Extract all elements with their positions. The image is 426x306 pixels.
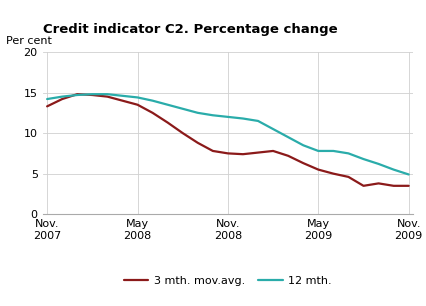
12 mth. <box>346 151 351 155</box>
Legend: 3 mth. mov.avg., 12 mth.: 3 mth. mov.avg., 12 mth. <box>119 272 337 290</box>
3 mth. mov.avg. <box>240 152 245 156</box>
12 mth. <box>165 103 170 106</box>
3 mth. mov.avg. <box>150 111 155 115</box>
Line: 3 mth. mov.avg.: 3 mth. mov.avg. <box>47 94 409 186</box>
3 mth. mov.avg. <box>210 149 216 153</box>
12 mth. <box>316 149 321 153</box>
12 mth. <box>105 92 110 96</box>
12 mth. <box>60 95 65 99</box>
12 mth. <box>75 93 80 97</box>
3 mth. mov.avg. <box>195 141 200 145</box>
12 mth. <box>376 162 381 166</box>
3 mth. mov.avg. <box>90 93 95 97</box>
12 mth. <box>225 115 230 119</box>
12 mth. <box>180 107 185 111</box>
3 mth. mov.avg. <box>301 161 306 165</box>
Text: Credit indicator C2. Percentage change: Credit indicator C2. Percentage change <box>43 23 337 35</box>
12 mth. <box>120 94 125 98</box>
3 mth. mov.avg. <box>391 184 396 188</box>
12 mth. <box>195 111 200 115</box>
3 mth. mov.avg. <box>105 95 110 99</box>
12 mth. <box>135 95 140 99</box>
12 mth. <box>150 99 155 103</box>
3 mth. mov.avg. <box>285 154 291 158</box>
3 mth. mov.avg. <box>120 99 125 103</box>
3 mth. mov.avg. <box>180 131 185 135</box>
Text: Per cent: Per cent <box>6 35 52 46</box>
3 mth. mov.avg. <box>256 151 261 155</box>
12 mth. <box>90 92 95 96</box>
12 mth. <box>210 114 216 117</box>
3 mth. mov.avg. <box>45 105 50 108</box>
Line: 12 mth.: 12 mth. <box>47 94 409 174</box>
12 mth. <box>271 127 276 131</box>
12 mth. <box>391 168 396 171</box>
3 mth. mov.avg. <box>331 172 336 176</box>
3 mth. mov.avg. <box>135 103 140 106</box>
12 mth. <box>45 97 50 101</box>
3 mth. mov.avg. <box>406 184 411 188</box>
3 mth. mov.avg. <box>60 97 65 101</box>
3 mth. mov.avg. <box>75 92 80 96</box>
12 mth. <box>256 119 261 123</box>
12 mth. <box>240 117 245 120</box>
3 mth. mov.avg. <box>346 175 351 179</box>
3 mth. mov.avg. <box>316 168 321 171</box>
3 mth. mov.avg. <box>165 121 170 125</box>
12 mth. <box>406 173 411 176</box>
12 mth. <box>301 144 306 147</box>
3 mth. mov.avg. <box>225 151 230 155</box>
3 mth. mov.avg. <box>271 149 276 153</box>
12 mth. <box>361 157 366 161</box>
3 mth. mov.avg. <box>376 181 381 185</box>
12 mth. <box>331 149 336 153</box>
3 mth. mov.avg. <box>361 184 366 188</box>
12 mth. <box>285 135 291 139</box>
